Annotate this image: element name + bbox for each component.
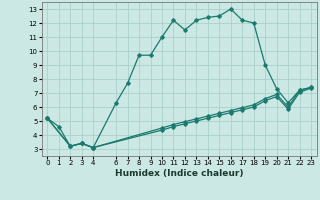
X-axis label: Humidex (Indice chaleur): Humidex (Indice chaleur) (115, 169, 244, 178)
